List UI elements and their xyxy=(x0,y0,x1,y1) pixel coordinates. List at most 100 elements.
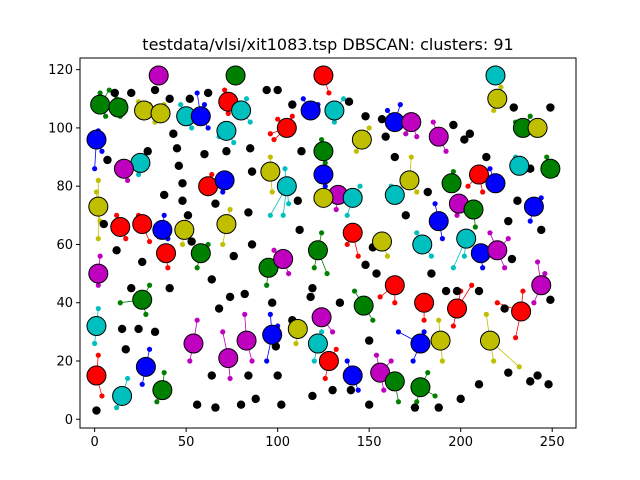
noise-point xyxy=(364,400,374,409)
cluster-member-point xyxy=(231,139,237,146)
noise-point xyxy=(150,85,160,95)
cluster-center-point xyxy=(307,240,328,261)
cluster-member-point xyxy=(189,125,195,131)
noise-point xyxy=(211,199,220,208)
cluster-center-point xyxy=(132,214,153,235)
noise-point xyxy=(110,88,119,98)
x-tick-label: 150 xyxy=(357,435,382,450)
cluster-member-point xyxy=(161,370,167,376)
noise-point-layer xyxy=(92,85,555,415)
cluster-center-point xyxy=(276,117,297,138)
cluster-member-point xyxy=(450,323,456,329)
y-tick-label: 40 xyxy=(56,296,73,311)
cluster-center-point xyxy=(487,88,508,109)
cluster-member-point xyxy=(324,270,330,277)
cluster-member-point xyxy=(513,335,519,341)
cluster-member-point xyxy=(124,375,131,382)
cluster-member-point xyxy=(95,352,101,358)
cluster-member-point xyxy=(220,189,226,195)
noise-point xyxy=(544,380,553,389)
cluster-member-point xyxy=(333,206,339,213)
cluster-center-point xyxy=(260,161,281,182)
cluster-center-point xyxy=(540,158,561,179)
cluster-member-point xyxy=(146,238,153,245)
cluster-center-point xyxy=(287,318,308,339)
noise-point xyxy=(361,112,370,121)
cluster-member-point xyxy=(289,113,295,119)
noise-point xyxy=(372,269,381,278)
noise-point xyxy=(185,94,195,103)
cluster-member-point xyxy=(534,259,541,265)
cluster-center-point xyxy=(190,243,211,264)
cluster-member-point xyxy=(249,358,255,364)
cluster-member-point xyxy=(103,113,109,119)
noise-point xyxy=(452,286,462,296)
cluster-member-point xyxy=(410,358,416,364)
cluster-member-point xyxy=(344,358,350,364)
cluster-center-point xyxy=(300,100,321,121)
cluster-member-point xyxy=(267,131,273,137)
cluster-center-point xyxy=(113,158,134,179)
cluster-member-point xyxy=(355,253,361,259)
cluster-center-point xyxy=(110,216,131,237)
noise-point xyxy=(165,283,174,293)
cluster-center-point xyxy=(401,112,422,133)
cluster-center-point xyxy=(456,228,477,249)
noise-point xyxy=(513,196,522,205)
cluster-member-point xyxy=(220,329,226,335)
cluster-member-point xyxy=(331,119,338,125)
cluster-center-point xyxy=(216,120,237,141)
cluster-member-point xyxy=(97,253,103,259)
x-tick-label: 100 xyxy=(265,435,290,450)
noise-point xyxy=(308,391,317,401)
cluster-member-point xyxy=(344,212,350,218)
noise-point xyxy=(273,371,282,380)
cluster-member-point xyxy=(357,183,363,189)
y-tick-label: 80 xyxy=(56,180,73,195)
cluster-member-point xyxy=(178,102,184,108)
x-tick-label: 200 xyxy=(448,435,473,450)
cluster-member-point xyxy=(93,189,100,195)
cluster-member-point xyxy=(421,317,427,323)
cluster-center-point xyxy=(371,231,392,252)
cluster-member-point xyxy=(154,399,160,405)
noise-point xyxy=(244,208,253,217)
noise-point xyxy=(346,385,356,395)
noise-point xyxy=(533,371,542,380)
noise-point xyxy=(143,147,152,156)
cluster-center-point xyxy=(183,333,204,354)
noise-point xyxy=(112,246,121,255)
cluster-center-point xyxy=(342,222,363,243)
cluster-center-point xyxy=(470,243,491,264)
cluster-member-point xyxy=(414,189,420,195)
cluster-center-point xyxy=(174,219,195,240)
noise-point xyxy=(247,240,257,249)
cluster-member-point xyxy=(373,352,380,358)
cluster-member-point xyxy=(97,90,103,96)
cluster-member-point xyxy=(414,230,420,236)
cluster-member-point xyxy=(388,358,394,364)
noise-point xyxy=(297,147,306,156)
cluster-member-point xyxy=(432,393,438,399)
cluster-member-point xyxy=(95,305,101,312)
cluster-member-point xyxy=(494,300,500,306)
cluster-member-point xyxy=(124,177,131,183)
cluster-member-point xyxy=(318,136,325,143)
cluster-member-point xyxy=(344,241,350,248)
cluster-center-point xyxy=(511,301,532,322)
noise-point xyxy=(225,292,235,302)
cluster-member-point xyxy=(461,253,467,259)
cluster-center-point xyxy=(428,211,449,232)
noise-point xyxy=(546,295,555,305)
cluster-center-point xyxy=(231,100,252,121)
cluster-member-point xyxy=(271,247,277,253)
noise-point xyxy=(546,103,555,112)
cluster-member-point xyxy=(146,282,153,288)
noise-point xyxy=(509,103,518,112)
noise-point xyxy=(229,251,238,261)
noise-point xyxy=(127,283,136,293)
cluster-member-point xyxy=(99,393,105,399)
cluster-member-point xyxy=(161,212,167,218)
cluster-center-point xyxy=(487,240,508,261)
